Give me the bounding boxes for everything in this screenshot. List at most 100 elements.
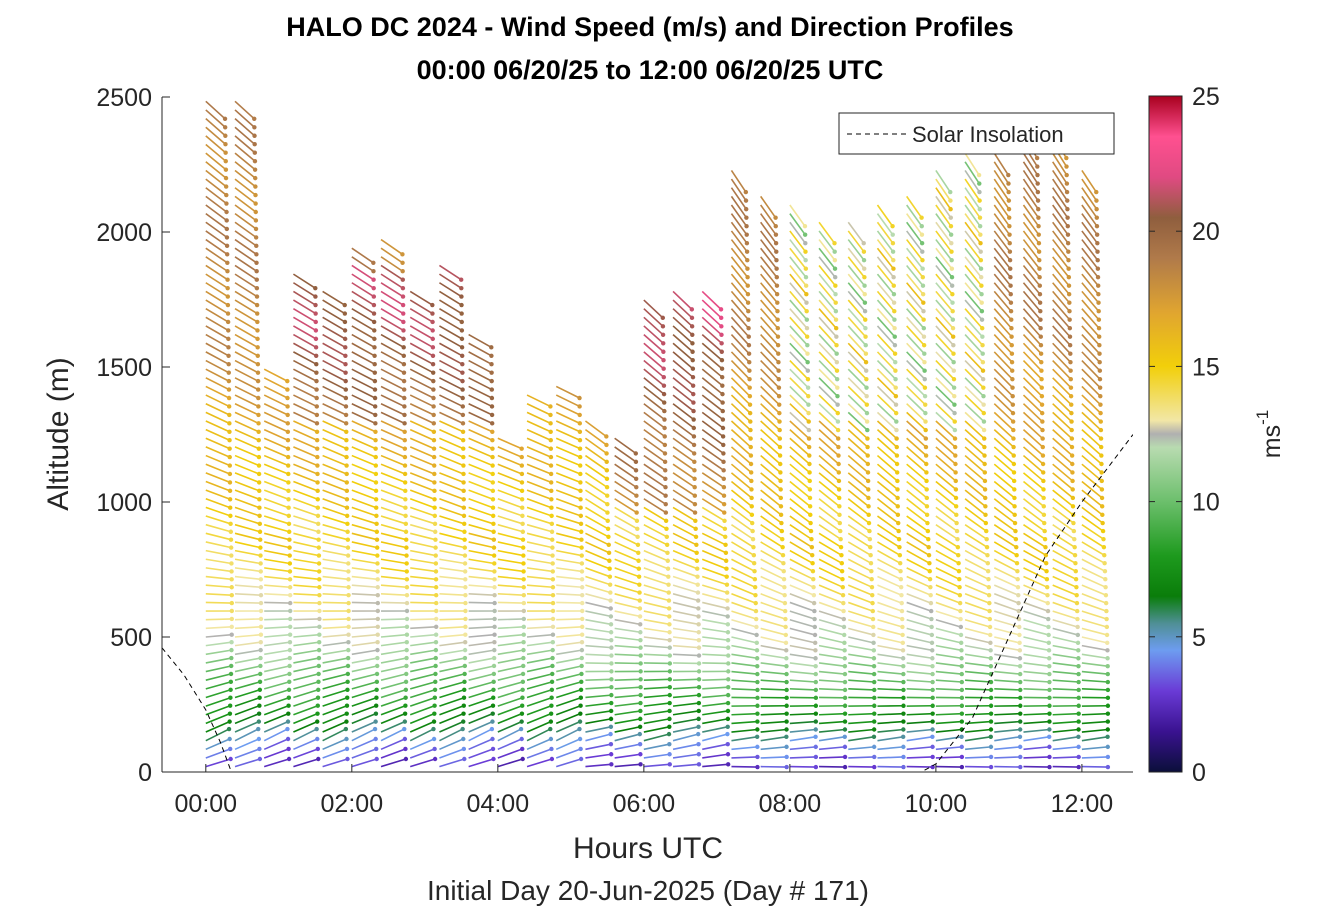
wind-vector-tip xyxy=(227,488,233,494)
wind-vector xyxy=(468,738,493,751)
wind-vector-tip xyxy=(287,616,293,622)
wind-vector xyxy=(1022,230,1040,253)
wind-vector xyxy=(555,696,582,707)
wind-vector xyxy=(205,480,231,492)
wind-vector xyxy=(439,325,463,340)
wind-vector-tip xyxy=(401,378,407,384)
wind-vector-tip xyxy=(833,283,838,288)
wind-vector-tip xyxy=(755,663,760,669)
wind-vector-tip xyxy=(957,584,962,590)
wind-vector xyxy=(877,610,903,620)
wind-vector-tip xyxy=(1076,727,1081,732)
wind-vector xyxy=(555,394,580,408)
wind-vector-tip xyxy=(257,529,263,534)
wind-vector-tip xyxy=(842,734,847,739)
wind-vector-tip xyxy=(430,328,435,333)
wind-vector-tip xyxy=(1040,410,1045,416)
wind-vector-tip xyxy=(374,679,380,685)
wind-vector-tip xyxy=(776,359,781,365)
wind-vector xyxy=(468,649,495,656)
wind-vector xyxy=(380,558,407,565)
x-tick-label: 08:00 xyxy=(759,790,822,818)
wind-vector-tip xyxy=(1067,326,1073,331)
wind-vector-tip xyxy=(403,756,409,762)
wind-vector xyxy=(1081,506,1104,524)
wind-vector xyxy=(906,541,930,556)
wind-vector-tip xyxy=(725,622,731,627)
wind-vector-tip xyxy=(1012,495,1017,501)
wind-vector xyxy=(818,385,839,406)
wind-vector-tip xyxy=(1070,478,1075,484)
wind-vector xyxy=(526,748,552,759)
wind-vector-tip xyxy=(1043,552,1049,558)
wind-vector xyxy=(205,342,229,357)
wind-vector xyxy=(993,420,1014,440)
wind-vector xyxy=(847,506,870,524)
wind-vector xyxy=(351,549,378,557)
wind-vector xyxy=(614,653,641,657)
wind-vector-tip xyxy=(1011,427,1016,433)
wind-vector-tip xyxy=(667,741,672,747)
wind-vector-tip xyxy=(286,521,292,527)
wind-vector xyxy=(877,618,903,628)
wind-vector-tip xyxy=(286,756,292,762)
wind-vector xyxy=(351,480,377,492)
wind-vector xyxy=(994,736,1021,742)
wind-vector-tip xyxy=(1097,359,1102,365)
wind-vector xyxy=(876,239,894,261)
wind-vector-tip xyxy=(959,719,965,724)
wind-vector-tip xyxy=(1047,679,1052,685)
wind-vector-tip xyxy=(604,459,609,465)
wind-vector-tip xyxy=(842,711,848,716)
wind-vector-tip xyxy=(548,446,554,451)
wind-vector-tip xyxy=(548,726,553,732)
wind-vector xyxy=(410,641,437,647)
wind-vector-tip xyxy=(287,537,292,542)
wind-vector-tip xyxy=(550,655,555,661)
wind-vector-tip xyxy=(1105,703,1111,708)
wind-vector-tip xyxy=(836,436,841,441)
wind-vector xyxy=(585,763,612,768)
wind-vector-tip xyxy=(345,553,351,558)
wind-vector xyxy=(818,584,844,596)
wind-vector-tip xyxy=(577,412,582,418)
wind-vector xyxy=(1052,152,1068,176)
wind-vector-tip xyxy=(345,513,350,519)
colorbar-tick-label: 25 xyxy=(1192,83,1220,111)
wind-vector xyxy=(585,480,608,497)
wind-vector xyxy=(526,498,552,509)
wind-vector xyxy=(322,480,348,492)
wind-vector-tip xyxy=(1046,616,1051,622)
wind-vector-tip xyxy=(773,215,778,220)
wind-vector-tip xyxy=(666,574,671,579)
wind-vector xyxy=(234,385,259,399)
wind-vector-tip xyxy=(314,412,320,418)
wind-vector xyxy=(993,247,1011,270)
wind-vector xyxy=(789,480,811,499)
wind-vector xyxy=(380,681,407,690)
wind-vector xyxy=(439,377,463,391)
wind-vector xyxy=(439,480,464,492)
wind-vector-tip xyxy=(1040,427,1045,433)
wind-vector-tip xyxy=(227,454,232,460)
wind-vector-tip xyxy=(492,585,497,590)
wind-vector-tip xyxy=(227,703,233,708)
wind-vector-tip xyxy=(463,592,468,598)
wind-vector xyxy=(614,575,640,586)
wind-vector-tip xyxy=(978,232,983,237)
wind-vector-tip xyxy=(864,402,870,407)
wind-vector xyxy=(351,307,375,323)
wind-vector-tip xyxy=(1076,671,1081,677)
wind-vector-tip xyxy=(951,359,956,365)
wind-vector xyxy=(468,728,493,742)
wind-vector xyxy=(293,567,320,573)
wind-vector-tip xyxy=(696,677,702,682)
wind-vector xyxy=(293,618,320,621)
wind-vector-tip xyxy=(696,716,701,722)
wind-vector-tip xyxy=(228,679,234,685)
wind-vector xyxy=(264,618,291,621)
wind-vector-tip xyxy=(953,461,958,467)
wind-vector-tip xyxy=(810,552,815,558)
wind-vector-tip xyxy=(725,614,730,619)
wind-vector xyxy=(906,688,933,691)
